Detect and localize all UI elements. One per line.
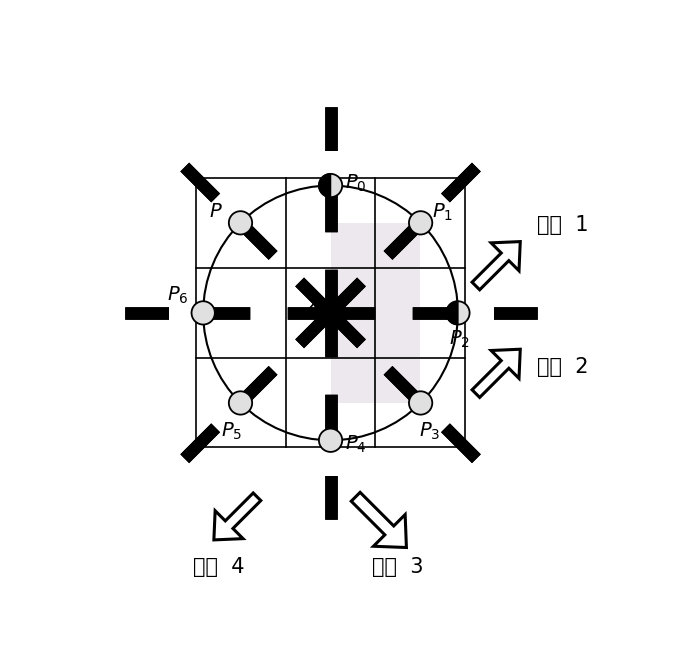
Text: $X$: $X$	[306, 297, 323, 315]
Text: $P_4$: $P_4$	[345, 433, 367, 454]
Circle shape	[446, 301, 470, 325]
Text: $P_5$: $P_5$	[221, 421, 242, 442]
Bar	[330, 223, 420, 402]
Text: $P_2$: $P_2$	[449, 329, 471, 351]
Text: $P_6$: $P_6$	[167, 284, 189, 305]
Polygon shape	[472, 349, 520, 398]
Text: 方向  4: 方向 4	[192, 557, 244, 577]
Circle shape	[409, 211, 432, 234]
Text: $P$: $P$	[209, 203, 222, 221]
Circle shape	[229, 211, 252, 234]
Polygon shape	[214, 493, 261, 540]
Text: $P_3$: $P_3$	[419, 421, 440, 442]
Text: $P_0$: $P_0$	[345, 173, 367, 195]
Circle shape	[229, 391, 252, 414]
Circle shape	[319, 428, 342, 452]
Text: 方向  2: 方向 2	[537, 357, 588, 376]
Circle shape	[319, 174, 342, 197]
Text: 方向  1: 方向 1	[537, 215, 588, 235]
Circle shape	[409, 391, 432, 414]
Text: 方向  3: 方向 3	[372, 557, 424, 577]
Circle shape	[192, 301, 215, 325]
Text: $P_1$: $P_1$	[432, 201, 454, 222]
Polygon shape	[446, 301, 458, 325]
Polygon shape	[472, 242, 520, 290]
Polygon shape	[319, 174, 330, 197]
Polygon shape	[352, 492, 407, 548]
